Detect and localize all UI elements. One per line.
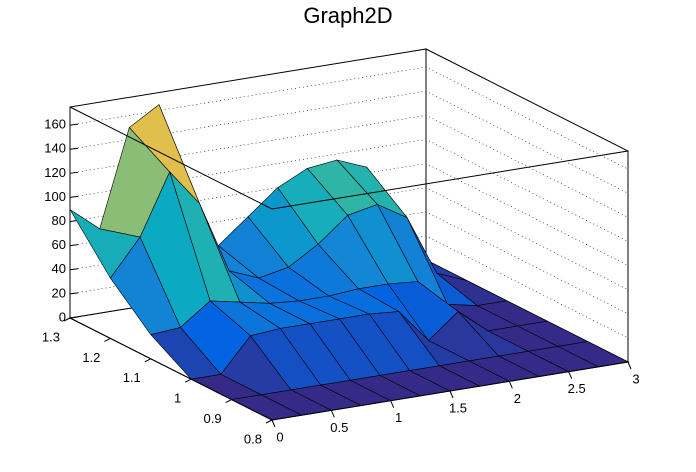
z-tick xyxy=(69,171,79,174)
z-tick-label: 80 xyxy=(52,213,66,228)
x-tick xyxy=(390,400,395,408)
x-tick-label: 2 xyxy=(514,391,521,406)
x-tick xyxy=(627,361,632,370)
z-tick-label: 20 xyxy=(52,285,66,300)
y-tick xyxy=(63,317,71,322)
y-tick-label: 1.3 xyxy=(42,329,60,344)
box-edge xyxy=(69,106,629,362)
x-tick xyxy=(508,381,513,389)
z-tick-label: 120 xyxy=(44,165,66,180)
x-tick xyxy=(330,410,335,418)
z-tick xyxy=(69,292,79,295)
y-tick xyxy=(265,419,273,424)
y-tick xyxy=(184,378,192,383)
z-tick-label: 60 xyxy=(52,237,66,252)
x-tick-label: 1 xyxy=(395,410,402,425)
x-tick xyxy=(271,419,276,428)
z-tick-label: 100 xyxy=(44,189,66,204)
x-tick-label: 0 xyxy=(276,429,283,444)
grid-line xyxy=(69,66,629,170)
y-tick-label: 0.8 xyxy=(244,431,262,446)
x-tick xyxy=(449,390,454,399)
y-tick xyxy=(104,337,111,342)
z-tick xyxy=(69,268,79,271)
x-tick xyxy=(568,371,573,379)
y-tick xyxy=(225,399,232,404)
y-axis xyxy=(69,317,273,421)
x-tick-label: 1.5 xyxy=(449,400,467,415)
y-tick-label: 1.1 xyxy=(123,370,141,385)
y-tick-label: 1 xyxy=(174,391,181,406)
z-tick-label: 160 xyxy=(44,117,66,132)
z-tick-label: 140 xyxy=(44,141,66,156)
grid-line xyxy=(69,114,629,218)
x-tick-label: 0.5 xyxy=(330,420,348,435)
z-tick-label: 40 xyxy=(52,261,66,276)
y-tick-label: 0.9 xyxy=(204,411,222,426)
z-tick xyxy=(69,195,79,198)
z-tick xyxy=(69,244,79,247)
x-tick-label: 2.5 xyxy=(568,381,586,396)
z-tick xyxy=(69,123,79,126)
chart-title: Graph2D xyxy=(303,3,392,28)
z-tick xyxy=(69,147,79,150)
grid-line xyxy=(69,90,629,194)
x-tick-label: 3 xyxy=(632,371,639,386)
z-tick-label: 0 xyxy=(59,309,66,324)
z-tick xyxy=(69,316,79,319)
y-tick-label: 1.2 xyxy=(82,350,100,365)
y-tick xyxy=(144,358,152,363)
